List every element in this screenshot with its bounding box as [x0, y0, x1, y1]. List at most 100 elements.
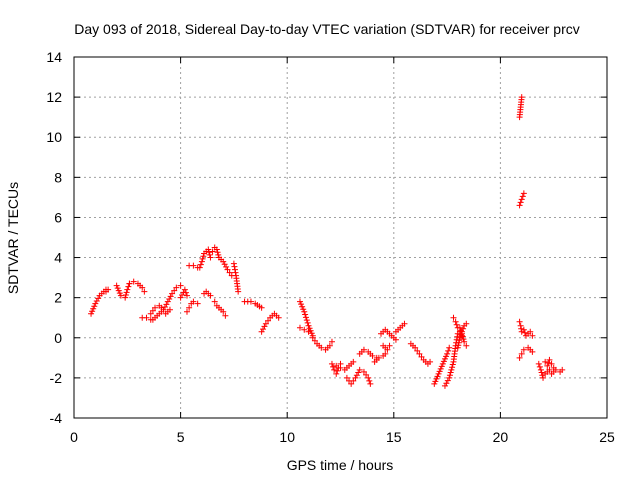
data-point [450, 314, 457, 321]
data-point [105, 286, 112, 293]
data-point [520, 190, 527, 197]
data-point [452, 318, 459, 325]
data-point [258, 304, 265, 311]
data-point [205, 246, 212, 253]
y-tick-label: 12 [46, 89, 62, 105]
data-point [360, 368, 367, 375]
data-point [343, 374, 350, 381]
data-point [303, 317, 310, 324]
plot-frame [73, 56, 608, 419]
data-point [444, 350, 451, 357]
data-point [436, 368, 443, 375]
data-point [459, 333, 466, 340]
data-point [169, 290, 176, 297]
data-point [456, 324, 463, 331]
data-point [516, 354, 523, 361]
data-point [369, 352, 376, 359]
data-point [516, 318, 523, 325]
data-point [539, 372, 546, 379]
data-point [447, 369, 454, 376]
data-point [141, 288, 148, 295]
data-point [449, 361, 456, 368]
data-point [161, 304, 168, 311]
data-point [517, 322, 524, 329]
data-point [449, 364, 456, 371]
data-point [412, 344, 419, 351]
data-point [224, 266, 231, 273]
data-point [226, 269, 233, 276]
tick-labels: 0 5 10 15 20 25 -4 -2 0 2 4 6 8 10 12 14 [46, 49, 615, 445]
x-tick-label: 25 [599, 429, 615, 445]
x-tick-label: 20 [493, 429, 509, 445]
data-point [435, 370, 442, 377]
data-point [207, 254, 214, 261]
data-point [392, 336, 399, 343]
data-point [117, 292, 124, 299]
data-point [540, 374, 547, 381]
data-point [432, 378, 439, 385]
data-point [302, 311, 309, 318]
data-point [333, 370, 340, 377]
data-point [443, 353, 450, 360]
data-point [365, 374, 372, 381]
data-point [544, 362, 551, 369]
data-point [309, 334, 316, 341]
data-point [386, 342, 393, 349]
data-point [147, 310, 154, 317]
data-point [311, 337, 318, 344]
data-point [437, 365, 444, 372]
data-point [529, 348, 536, 355]
data-point [261, 323, 268, 330]
data-point [360, 346, 367, 353]
data-point [518, 196, 525, 203]
x-tick-label: 15 [386, 429, 402, 445]
data-point [179, 291, 186, 298]
data-point [546, 366, 553, 373]
data-point [230, 260, 237, 267]
data-point [520, 346, 527, 353]
data-point [220, 258, 227, 265]
data-point [427, 358, 434, 365]
data-point [445, 347, 452, 354]
data-point [439, 360, 446, 367]
data-point [455, 342, 462, 349]
data-point [433, 375, 440, 382]
data-point [366, 377, 373, 384]
data-point [231, 263, 238, 270]
data-point [355, 369, 362, 376]
data-point [546, 356, 553, 363]
data-point [302, 314, 309, 321]
data-point [356, 366, 363, 373]
data-point [158, 308, 165, 315]
data-point [198, 258, 205, 265]
data-point [444, 377, 451, 384]
y-tick-label: 14 [46, 49, 62, 65]
data-point [306, 325, 313, 332]
data-point [265, 317, 272, 324]
data-point [166, 296, 173, 303]
data-point [223, 263, 230, 270]
data-point [416, 350, 423, 357]
data-point [214, 249, 221, 256]
data-point [434, 373, 441, 380]
y-tick-label: 0 [54, 330, 62, 346]
data-point [460, 336, 467, 343]
axis-ticks [73, 56, 608, 419]
data-point [88, 310, 95, 317]
y-tick-label: 10 [46, 129, 62, 145]
data-point [348, 380, 355, 387]
data-point [206, 251, 213, 258]
data-point [206, 249, 213, 256]
y-tick-label: 6 [54, 209, 62, 225]
data-point [190, 262, 197, 269]
grid-lines [74, 57, 607, 418]
data-point [334, 367, 341, 374]
data-point [305, 328, 312, 335]
data-point [535, 360, 542, 367]
data-point [90, 305, 97, 312]
data-point [194, 300, 201, 307]
data-point [211, 298, 218, 305]
data-point [337, 364, 344, 371]
data-point [296, 324, 303, 331]
data-point [529, 332, 536, 339]
